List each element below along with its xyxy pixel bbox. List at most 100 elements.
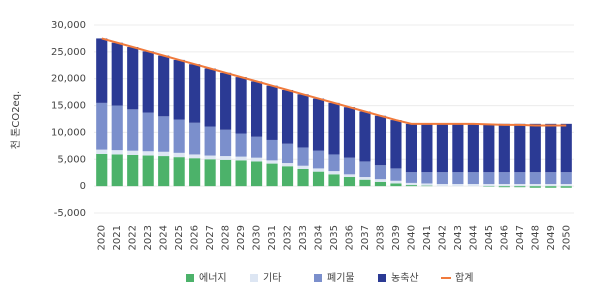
- bar-segment: [127, 109, 139, 151]
- y-axis-label: 천 톤CO2eq.: [10, 91, 22, 149]
- bar-segment: [158, 156, 170, 187]
- bar-segment: [421, 185, 433, 187]
- bar-segment: [374, 115, 387, 166]
- x-tick-label: 2029: [236, 225, 247, 250]
- x-tick-label: 2022: [128, 225, 139, 250]
- x-tick-label: 2033: [298, 225, 309, 250]
- x-tick-label: 2045: [484, 225, 495, 250]
- bar-segment: [297, 94, 309, 148]
- bar-segment: [467, 123, 479, 173]
- bar-segment: [405, 185, 417, 187]
- bar-segment: [421, 172, 433, 184]
- bar-segment: [560, 123, 572, 173]
- x-tick-label: 2046: [499, 225, 510, 250]
- bar-segment: [328, 171, 340, 175]
- x-tick-label: 2044: [468, 225, 479, 250]
- legend-label: 합계: [455, 272, 473, 284]
- bar-segment: [173, 119, 185, 153]
- bar-segment: [142, 112, 154, 152]
- bar-segment: [297, 168, 309, 187]
- bar-segment: [220, 72, 232, 130]
- legend-label: 에너지: [199, 272, 227, 284]
- bar-segment: [498, 172, 510, 184]
- bar-segment: [359, 161, 371, 178]
- bar-segment: [312, 98, 325, 151]
- bar-segment: [251, 81, 263, 137]
- bar-segment: [405, 172, 417, 183]
- bar-segment: [374, 179, 387, 182]
- x-tick-label: 2027: [205, 225, 216, 250]
- x-tick-label: 2040: [406, 225, 417, 250]
- bar-segment: [235, 156, 247, 161]
- total-line: [101, 37, 567, 127]
- y-tick-label: 30,000: [51, 20, 86, 31]
- bar-segment: [127, 47, 139, 110]
- x-tick-label: 2021: [112, 225, 123, 250]
- bar-segment: [220, 159, 232, 187]
- bar-segment: [312, 171, 325, 187]
- x-tick-label: 2025: [174, 225, 185, 250]
- bar-segment: [111, 105, 123, 151]
- bar-segment: [467, 172, 479, 184]
- x-tick-label: 2041: [422, 225, 433, 250]
- bar-segment: [96, 149, 108, 154]
- bar-segment: [204, 68, 216, 127]
- bar-segment: [111, 150, 123, 155]
- bar-segment: [374, 181, 387, 187]
- bar-segment: [452, 183, 464, 187]
- y-tick-label: 15,000: [51, 101, 86, 112]
- x-tick-label: 2049: [546, 225, 557, 250]
- x-tick-label: 2035: [329, 225, 340, 250]
- bar-segment: [498, 186, 510, 188]
- bar-segment: [328, 102, 340, 155]
- bar-segment: [111, 42, 123, 106]
- bar-segment: [235, 77, 247, 134]
- x-tick-label: 2028: [221, 225, 232, 250]
- legend-swatch: [250, 274, 258, 282]
- bar-segment: [281, 163, 294, 167]
- bar-segment: [220, 156, 232, 160]
- bar-segment: [514, 183, 526, 187]
- bar-segment: [514, 186, 526, 188]
- bar-segment: [452, 123, 464, 173]
- bar-segment: [483, 123, 495, 173]
- bar-segment: [514, 172, 526, 184]
- bar-segment: [421, 183, 433, 186]
- bar-segment: [266, 85, 278, 140]
- bar-segment: [545, 186, 557, 188]
- bar-segment: [529, 186, 541, 188]
- bar-segment: [173, 59, 185, 120]
- bar-segment: [436, 172, 448, 184]
- bar-segment: [281, 89, 294, 144]
- bar-segment: [405, 182, 417, 186]
- bar-segment: [560, 183, 572, 187]
- bar-segment: [142, 151, 154, 156]
- bar-segment: [142, 155, 154, 187]
- legend-label: 폐기물: [327, 272, 355, 284]
- bar-segment: [266, 139, 278, 161]
- x-tick-label: 2037: [360, 225, 371, 250]
- y-tick-label: 0: [80, 181, 86, 192]
- x-tick-label: 2050: [561, 225, 572, 250]
- bar-segment: [158, 151, 170, 157]
- x-tick-label: 2039: [391, 225, 402, 250]
- bar-segment: [281, 143, 294, 164]
- bar-segment: [560, 186, 572, 188]
- bar-segment: [235, 133, 247, 157]
- bar-segment: [111, 154, 123, 187]
- bar-segment: [328, 174, 340, 187]
- bar-segment: [545, 172, 557, 184]
- bar-segment: [173, 152, 185, 158]
- bar-segment: [343, 177, 356, 187]
- bar-segment: [220, 129, 232, 157]
- x-tick-label: 2031: [267, 225, 278, 250]
- x-tick-label: 2024: [159, 225, 170, 250]
- bar-segment: [251, 161, 263, 187]
- bar-segment: [281, 166, 294, 187]
- x-tick-label: 2036: [344, 225, 355, 250]
- x-tick-label: 2020: [97, 225, 108, 250]
- bar-segment: [96, 102, 108, 150]
- bar-segment: [328, 154, 340, 172]
- bar-segment: [390, 180, 402, 184]
